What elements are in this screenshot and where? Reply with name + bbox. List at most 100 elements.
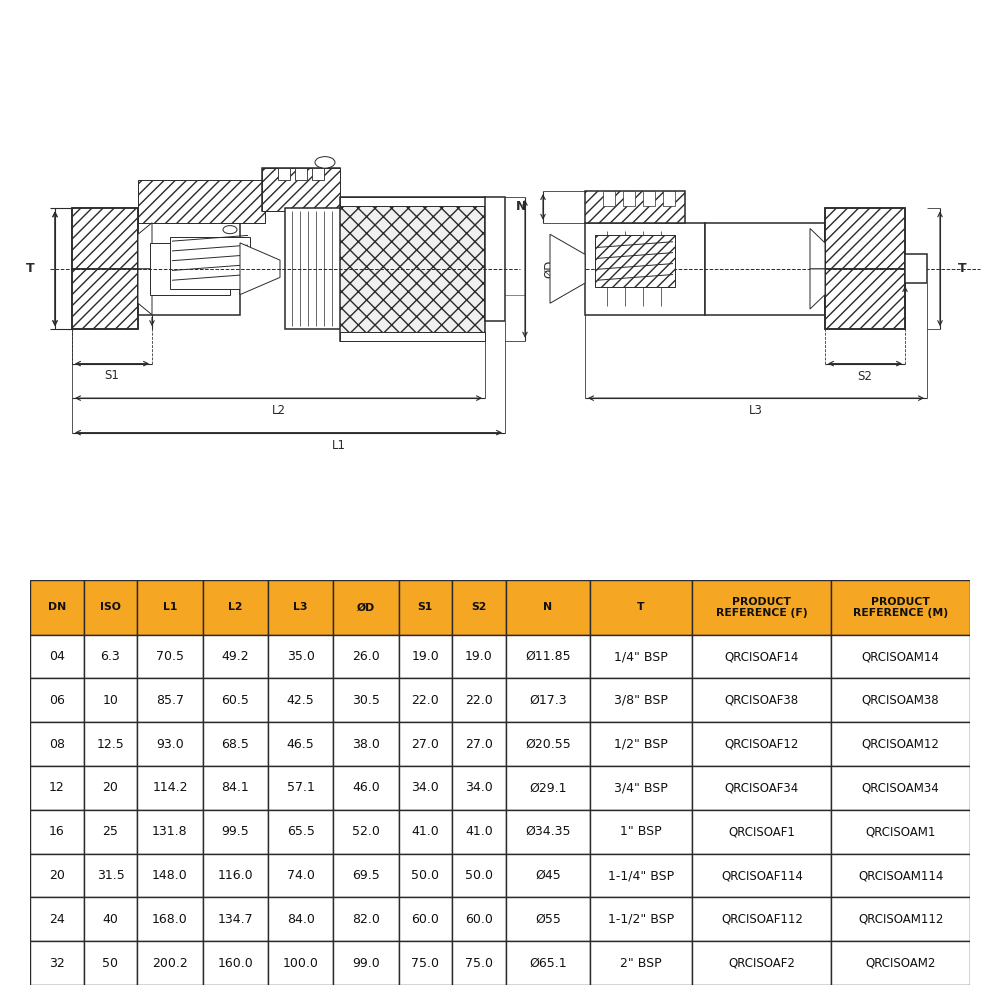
Text: Ø34.35: Ø34.35: [525, 825, 571, 838]
Text: QRCISOAF2: QRCISOAF2: [728, 957, 795, 970]
Text: 06: 06: [49, 694, 65, 707]
Bar: [399, 810, 452, 854]
Bar: [663, 191, 675, 206]
Text: ØD: ØD: [543, 260, 556, 278]
Bar: [333, 766, 399, 810]
Text: 25: 25: [103, 825, 118, 838]
Text: 148.0: 148.0: [152, 869, 188, 882]
Bar: [399, 635, 452, 678]
Bar: [692, 635, 831, 678]
Text: QRCISOAM1: QRCISOAM1: [865, 825, 936, 838]
Text: N: N: [516, 200, 526, 213]
Text: L1: L1: [332, 439, 346, 452]
Text: QRCISOAF112: QRCISOAF112: [721, 913, 803, 926]
Text: Ø11.85: Ø11.85: [525, 650, 571, 663]
Bar: [150, 243, 230, 295]
Text: QRCISOAF1: QRCISOAF1: [728, 825, 795, 838]
Text: 131.8: 131.8: [152, 825, 188, 838]
Bar: [452, 635, 506, 678]
Bar: [590, 722, 692, 766]
Bar: [203, 897, 268, 941]
Text: 10: 10: [103, 694, 118, 707]
Text: 32: 32: [49, 957, 65, 970]
Text: 08: 08: [49, 738, 65, 751]
Text: 50: 50: [102, 957, 118, 970]
Bar: [590, 635, 692, 678]
Text: 26.0: 26.0: [352, 650, 380, 663]
Text: 30.5: 30.5: [352, 694, 380, 707]
Text: 84.1: 84.1: [221, 781, 249, 794]
Polygon shape: [262, 168, 340, 211]
Bar: [203, 854, 268, 897]
Text: 22.0: 22.0: [465, 694, 493, 707]
Text: 1/2" BSP: 1/2" BSP: [614, 738, 668, 751]
Text: 69.5: 69.5: [352, 869, 380, 882]
Text: 19.0: 19.0: [411, 650, 439, 663]
Bar: [137, 580, 203, 635]
Bar: [590, 678, 692, 722]
Text: 1-1/4" BSP: 1-1/4" BSP: [608, 869, 674, 882]
Bar: [84, 810, 137, 854]
Text: 50.0: 50.0: [411, 869, 439, 882]
Bar: [831, 766, 970, 810]
Text: 19.0: 19.0: [465, 650, 493, 663]
Text: 3/4" BSP: 3/4" BSP: [614, 781, 668, 794]
Text: 52.0: 52.0: [352, 825, 380, 838]
Bar: [590, 766, 692, 810]
Bar: [84, 678, 137, 722]
Bar: [333, 678, 399, 722]
Text: QRCISOAF38: QRCISOAF38: [725, 694, 799, 707]
Bar: [452, 766, 506, 810]
Text: 12.5: 12.5: [97, 738, 124, 751]
Text: DN: DN: [48, 602, 66, 612]
Bar: [84, 580, 137, 635]
Bar: [831, 635, 970, 678]
Text: Ø29.1: Ø29.1: [529, 781, 567, 794]
Bar: [831, 722, 970, 766]
Text: QRCISOAM12: QRCISOAM12: [862, 738, 940, 751]
Text: 74.0: 74.0: [287, 869, 315, 882]
Text: 12: 12: [49, 781, 65, 794]
Bar: [137, 766, 203, 810]
Bar: [595, 235, 675, 287]
Bar: [268, 766, 333, 810]
Bar: [590, 810, 692, 854]
Text: 99.0: 99.0: [352, 957, 380, 970]
Bar: [506, 678, 590, 722]
Text: 60.5: 60.5: [221, 694, 249, 707]
Bar: [692, 854, 831, 897]
Bar: [603, 191, 615, 206]
Bar: [692, 580, 831, 635]
Bar: [585, 223, 705, 315]
Text: QRCISOAM38: QRCISOAM38: [862, 694, 939, 707]
Text: 1" BSP: 1" BSP: [620, 825, 662, 838]
Text: T: T: [637, 602, 645, 612]
Bar: [137, 941, 203, 985]
Bar: [285, 208, 342, 329]
Bar: [590, 897, 692, 941]
Text: 27.0: 27.0: [411, 738, 439, 751]
Bar: [825, 208, 905, 329]
Text: Ø20.55: Ø20.55: [525, 738, 571, 751]
Text: QRCISOAF34: QRCISOAF34: [725, 781, 799, 794]
Bar: [452, 678, 506, 722]
Text: 68.5: 68.5: [221, 738, 249, 751]
Bar: [30, 854, 84, 897]
Bar: [84, 722, 137, 766]
Text: T: T: [958, 262, 966, 275]
Bar: [340, 332, 485, 341]
Text: PRODUCT
REFERENCE (M): PRODUCT REFERENCE (M): [853, 597, 948, 618]
Bar: [590, 580, 692, 635]
Polygon shape: [810, 269, 825, 309]
Text: Ø65.1: Ø65.1: [529, 957, 567, 970]
Text: 100.0: 100.0: [283, 957, 319, 970]
Bar: [333, 810, 399, 854]
Bar: [452, 722, 506, 766]
Text: 24: 24: [49, 913, 65, 926]
Bar: [312, 168, 324, 180]
Bar: [333, 635, 399, 678]
Bar: [84, 635, 137, 678]
Bar: [203, 810, 268, 854]
Bar: [831, 810, 970, 854]
Text: 46.5: 46.5: [287, 738, 314, 751]
